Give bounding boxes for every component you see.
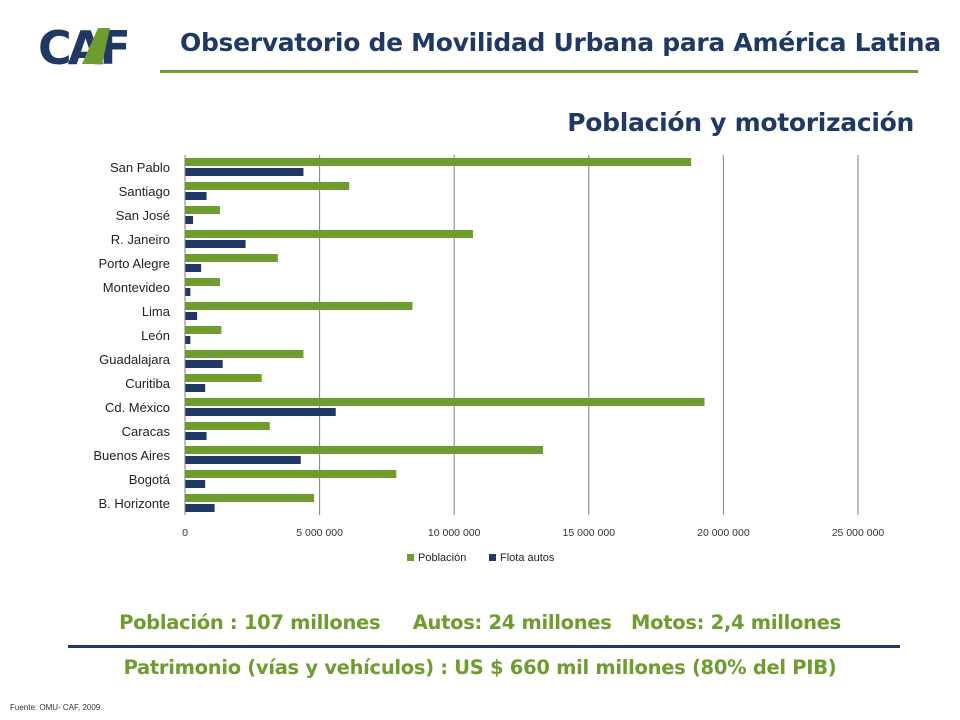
x-tick-label: 20 000 000 bbox=[697, 527, 750, 539]
bar-flota-autos bbox=[185, 384, 206, 392]
y-category-label: Santiago bbox=[119, 184, 170, 199]
y-category-label: Guadalajara bbox=[99, 352, 171, 367]
bar-flota-autos bbox=[185, 336, 191, 344]
y-category-label: Bogotá bbox=[129, 472, 171, 487]
y-category-label: Curitiba bbox=[125, 376, 171, 391]
bar-flota-autos bbox=[185, 240, 246, 248]
summary-divider bbox=[68, 645, 900, 648]
summary-line-2: Patrimonio (vías y vehículos) : US $ 660… bbox=[123, 656, 837, 679]
bar-flota-autos bbox=[185, 288, 191, 296]
y-category-label: San José bbox=[116, 208, 170, 223]
caf-logo-slash-icon bbox=[82, 28, 110, 64]
legend-label: Flota autos bbox=[500, 552, 555, 564]
bar-poblacion bbox=[185, 470, 397, 478]
bar-poblacion bbox=[185, 326, 222, 334]
bar-flota-autos bbox=[185, 456, 301, 464]
legend-swatch bbox=[407, 554, 414, 561]
x-tick-label: 10 000 000 bbox=[428, 527, 481, 539]
bar-poblacion bbox=[185, 158, 692, 166]
legend-label: Población bbox=[418, 552, 466, 564]
caf-logo: CAF bbox=[38, 22, 131, 70]
y-category-label: Caracas bbox=[122, 424, 171, 439]
y-category-label: Buenos Aires bbox=[93, 448, 170, 463]
y-category-label: Montevideo bbox=[103, 280, 170, 295]
bar-flota-autos bbox=[185, 432, 207, 440]
y-category-label: Porto Alegre bbox=[98, 256, 170, 271]
bar-poblacion bbox=[185, 374, 262, 382]
bar-poblacion bbox=[185, 206, 220, 214]
y-category-label: R. Janeiro bbox=[111, 232, 170, 247]
x-tick-label: 25 000 000 bbox=[832, 527, 885, 539]
bar-flota-autos bbox=[185, 408, 336, 416]
x-tick-label: 0 bbox=[182, 527, 188, 539]
y-category-label: B. Horizonte bbox=[98, 496, 170, 511]
bar-poblacion bbox=[185, 302, 413, 310]
bar-flota-autos bbox=[185, 192, 207, 200]
y-category-label: León bbox=[141, 328, 170, 343]
bar-poblacion bbox=[185, 446, 544, 454]
population-motorization-chart: 0 5 000 000 10 000 000 15 000 000 20 000 000… bbox=[93, 155, 885, 564]
bar-poblacion bbox=[185, 254, 278, 262]
x-tick-label: 5 000 000 bbox=[296, 527, 343, 539]
bar-flota-autos bbox=[185, 504, 215, 512]
bar-poblacion bbox=[185, 230, 474, 238]
bar-flota-autos bbox=[185, 168, 304, 176]
title-underline bbox=[160, 70, 918, 73]
bar-flota-autos bbox=[185, 360, 223, 368]
bar-poblacion bbox=[185, 182, 350, 190]
bar-flota-autos bbox=[185, 216, 194, 224]
bar-poblacion bbox=[185, 350, 304, 358]
bar-poblacion bbox=[185, 422, 270, 430]
summary-line-1: Población : 107 millones Autos: 24 millo… bbox=[119, 611, 841, 634]
page-title: Observatorio de Movilidad Urbana para Am… bbox=[180, 28, 941, 57]
legend-swatch bbox=[489, 554, 496, 561]
y-category-label: San Pablo bbox=[110, 160, 170, 175]
y-category-label: Lima bbox=[142, 304, 171, 319]
x-tick-label: 15 000 000 bbox=[563, 527, 616, 539]
chart-title: Población y motorización bbox=[567, 108, 914, 137]
source-note: Fuente: OMU- CAF, 2009. bbox=[10, 703, 103, 712]
bar-poblacion bbox=[185, 278, 220, 286]
bar-flota-autos bbox=[185, 264, 202, 272]
bar-flota-autos bbox=[185, 312, 198, 320]
y-category-label: Cd. México bbox=[105, 400, 170, 415]
bar-poblacion bbox=[185, 398, 705, 406]
bar-poblacion bbox=[185, 494, 315, 502]
bar-flota-autos bbox=[185, 480, 206, 488]
